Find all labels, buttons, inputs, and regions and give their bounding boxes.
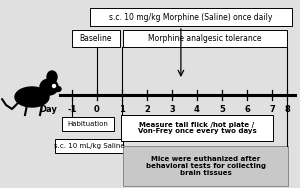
Circle shape <box>52 84 56 87</box>
FancyBboxPatch shape <box>55 139 123 153</box>
Text: Day: Day <box>39 105 57 114</box>
Text: 0: 0 <box>94 105 100 114</box>
Text: Measure tail flick /hot plate /
Von-Frey once every two days: Measure tail flick /hot plate / Von-Frey… <box>138 121 256 134</box>
FancyBboxPatch shape <box>121 115 273 141</box>
Text: 6: 6 <box>244 105 250 114</box>
Text: Habituation: Habituation <box>68 121 108 127</box>
Text: 3: 3 <box>169 105 175 114</box>
Text: 4: 4 <box>194 105 200 114</box>
Ellipse shape <box>47 71 57 83</box>
Text: 1: 1 <box>119 105 125 114</box>
Ellipse shape <box>15 87 49 107</box>
Ellipse shape <box>40 79 58 95</box>
Text: 7: 7 <box>269 105 275 114</box>
Text: -1: -1 <box>67 105 77 114</box>
Text: Mice were euthanized after
behavioral tests for collecting
brain tissues: Mice were euthanized after behavioral te… <box>146 156 266 176</box>
FancyBboxPatch shape <box>62 117 114 131</box>
FancyBboxPatch shape <box>90 8 292 26</box>
Text: 2: 2 <box>144 105 150 114</box>
Text: 5: 5 <box>219 105 225 114</box>
Text: s.c. 10 mL/kg Saline: s.c. 10 mL/kg Saline <box>54 143 124 149</box>
Text: s.c. 10 mg/kg Morphine (Saline) once daily: s.c. 10 mg/kg Morphine (Saline) once dai… <box>109 12 273 21</box>
Text: 8: 8 <box>284 105 290 114</box>
Ellipse shape <box>55 86 61 92</box>
FancyBboxPatch shape <box>72 30 120 47</box>
Text: Baseline: Baseline <box>80 34 112 43</box>
FancyBboxPatch shape <box>123 30 287 47</box>
Text: Morphine analgesic tolerance: Morphine analgesic tolerance <box>148 34 262 43</box>
FancyBboxPatch shape <box>123 146 288 186</box>
